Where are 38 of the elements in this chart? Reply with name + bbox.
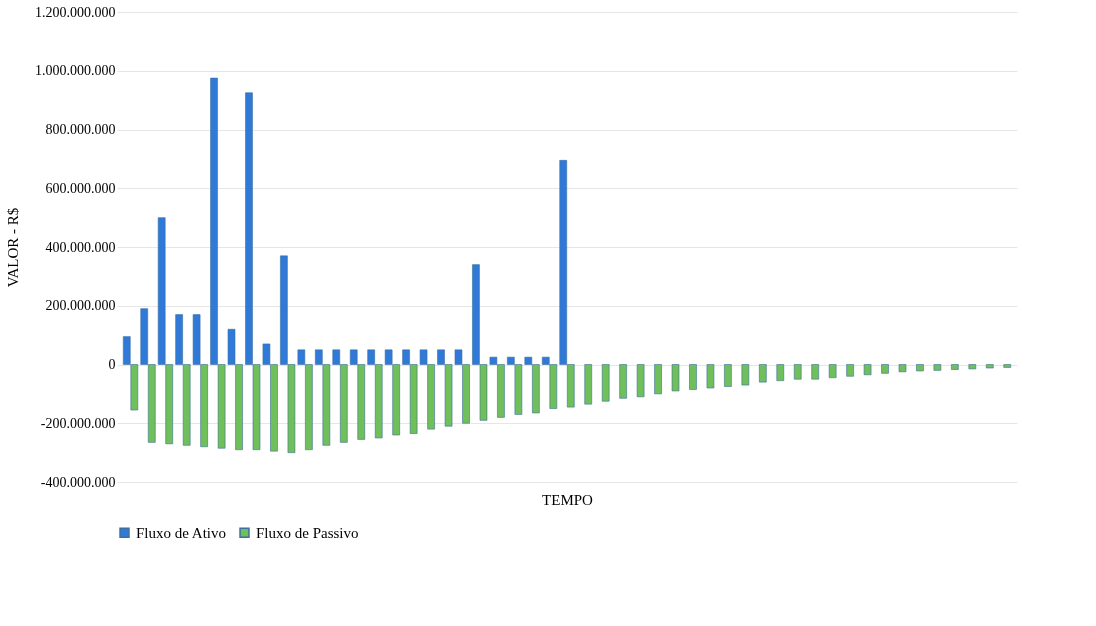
bar (654, 364, 662, 395)
y-tick-label: -400.000.000 (40, 474, 116, 490)
bar (811, 364, 819, 380)
bar (759, 364, 767, 383)
bar (741, 364, 750, 386)
bar (985, 364, 994, 369)
bar (619, 364, 627, 399)
y-axis-title: VALOR - R$ (5, 207, 21, 288)
y-tick-label: 1.000.000.000 (35, 63, 116, 79)
bar (636, 364, 645, 398)
y-tick-label: 600.000.000 (45, 180, 116, 196)
legend-label: Fluxo de Passivo (256, 524, 359, 541)
bar (933, 364, 942, 371)
bar (776, 364, 785, 381)
y-tick-label: 400.000.000 (45, 239, 116, 255)
y-tick-label: 1.200.000.000 (35, 4, 116, 20)
y-tick-label: 200.000.000 (45, 298, 116, 314)
bar (706, 364, 715, 389)
bar (793, 364, 802, 380)
bar (584, 364, 593, 405)
bar (724, 364, 732, 387)
bar (881, 364, 889, 374)
bar (1003, 364, 1012, 368)
bar (828, 364, 837, 379)
x-axis-title: TEMPO (542, 491, 594, 508)
y-tick-label: -200.000.000 (40, 415, 116, 431)
bar (671, 364, 680, 392)
y-tick-label: 0 (108, 357, 116, 372)
bar (846, 364, 854, 377)
bar (898, 364, 907, 373)
bar (968, 364, 977, 370)
y-tick-label: 800.000.000 (45, 122, 116, 137)
bar (863, 364, 872, 376)
bar (951, 364, 959, 370)
bar (689, 364, 697, 390)
bar (601, 364, 610, 402)
legend-label: Fluxo de Ativo (136, 524, 227, 541)
bar (916, 364, 924, 372)
